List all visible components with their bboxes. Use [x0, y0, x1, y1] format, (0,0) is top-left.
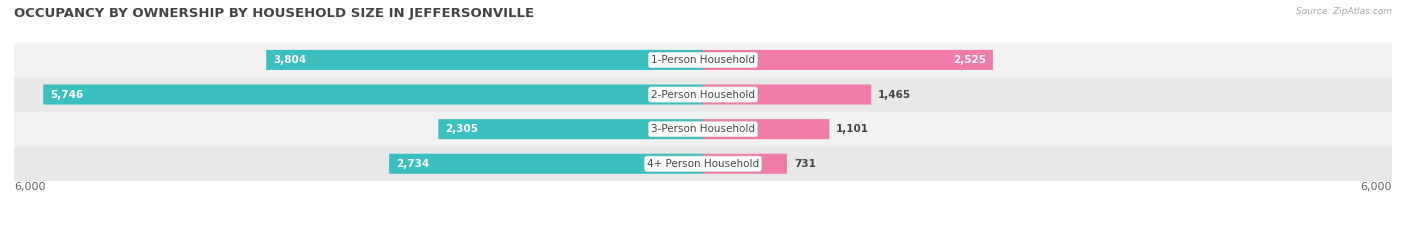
Text: 6,000: 6,000 — [1361, 182, 1392, 192]
Text: 1,465: 1,465 — [879, 89, 911, 99]
FancyBboxPatch shape — [703, 119, 830, 139]
Text: 1-Person Household: 1-Person Household — [651, 55, 755, 65]
Text: 3,804: 3,804 — [273, 55, 307, 65]
FancyBboxPatch shape — [44, 85, 703, 105]
Text: 1,101: 1,101 — [837, 124, 869, 134]
Text: 6,000: 6,000 — [14, 182, 45, 192]
Text: 5,746: 5,746 — [51, 89, 83, 99]
Text: 2,525: 2,525 — [953, 55, 986, 65]
FancyBboxPatch shape — [14, 147, 1392, 181]
FancyBboxPatch shape — [439, 119, 703, 139]
Text: 2-Person Household: 2-Person Household — [651, 89, 755, 99]
FancyBboxPatch shape — [703, 50, 993, 70]
FancyBboxPatch shape — [389, 154, 703, 174]
Text: Source: ZipAtlas.com: Source: ZipAtlas.com — [1296, 7, 1392, 16]
FancyBboxPatch shape — [703, 85, 872, 105]
FancyBboxPatch shape — [14, 112, 1392, 147]
FancyBboxPatch shape — [14, 77, 1392, 112]
Text: 2,734: 2,734 — [396, 159, 429, 169]
Text: OCCUPANCY BY OWNERSHIP BY HOUSEHOLD SIZE IN JEFFERSONVILLE: OCCUPANCY BY OWNERSHIP BY HOUSEHOLD SIZE… — [14, 7, 534, 20]
FancyBboxPatch shape — [266, 50, 703, 70]
Text: 3-Person Household: 3-Person Household — [651, 124, 755, 134]
FancyBboxPatch shape — [703, 154, 787, 174]
FancyBboxPatch shape — [14, 43, 1392, 77]
Text: 4+ Person Household: 4+ Person Household — [647, 159, 759, 169]
Text: 2,305: 2,305 — [446, 124, 478, 134]
Text: 731: 731 — [794, 159, 815, 169]
